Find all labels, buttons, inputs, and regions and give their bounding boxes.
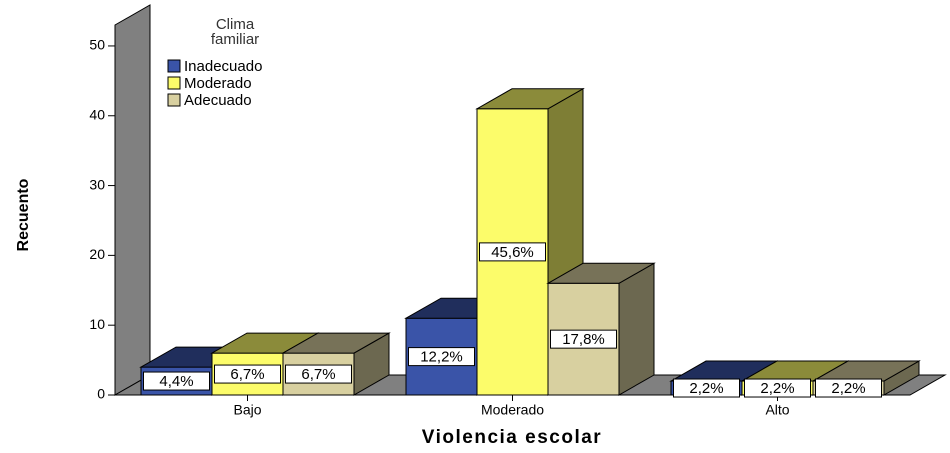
y-tick-label: 20 [89, 246, 105, 262]
value-label-box [744, 378, 811, 398]
value-label-box [673, 378, 740, 398]
value-label: 12,2% [420, 349, 463, 366]
y-tick-label: 50 [89, 37, 105, 53]
x-tick-label: Moderado [481, 402, 544, 418]
legend-swatch [167, 59, 181, 73]
bar-top [475, 88, 585, 110]
value-label-box [143, 371, 210, 391]
y-axis-title: Recuento [15, 178, 32, 251]
bar-top [546, 262, 656, 284]
value-label-box [550, 329, 617, 349]
x-tick-label: Bajo [233, 402, 261, 418]
bar-side [618, 262, 655, 396]
legend-label: Adecuado [184, 92, 252, 109]
value-label-box [479, 242, 546, 262]
y-tick-label: 40 [89, 106, 105, 122]
legend-swatch [167, 93, 181, 107]
value-label: 45,6% [491, 244, 534, 261]
value-label-box [815, 378, 882, 398]
value-label: 2,2% [689, 380, 723, 397]
value-label: 6,7% [230, 366, 264, 383]
value-label: 17,8% [562, 331, 605, 348]
legend-label: Inadecuado [184, 58, 262, 75]
back-wall [114, 4, 151, 396]
legend-title: Clima familiar [210, 16, 260, 48]
bar-top [281, 332, 391, 354]
x-axis-title: Violencia escolar [422, 427, 602, 448]
value-label-box [285, 364, 352, 384]
value-label: 4,4% [159, 373, 193, 390]
value-label: 2,2% [760, 380, 794, 397]
value-label-box [214, 364, 281, 384]
value-label: 6,7% [301, 366, 335, 383]
y-tick-label: 10 [89, 316, 105, 332]
value-label-box [408, 347, 475, 367]
y-tick-label: 0 [97, 386, 105, 402]
value-label: 2,2% [831, 380, 865, 397]
x-tick-label: Alto [765, 402, 789, 418]
legend-label: Moderado [184, 75, 252, 92]
legend-swatch [167, 76, 181, 90]
y-tick-label: 30 [89, 176, 105, 192]
